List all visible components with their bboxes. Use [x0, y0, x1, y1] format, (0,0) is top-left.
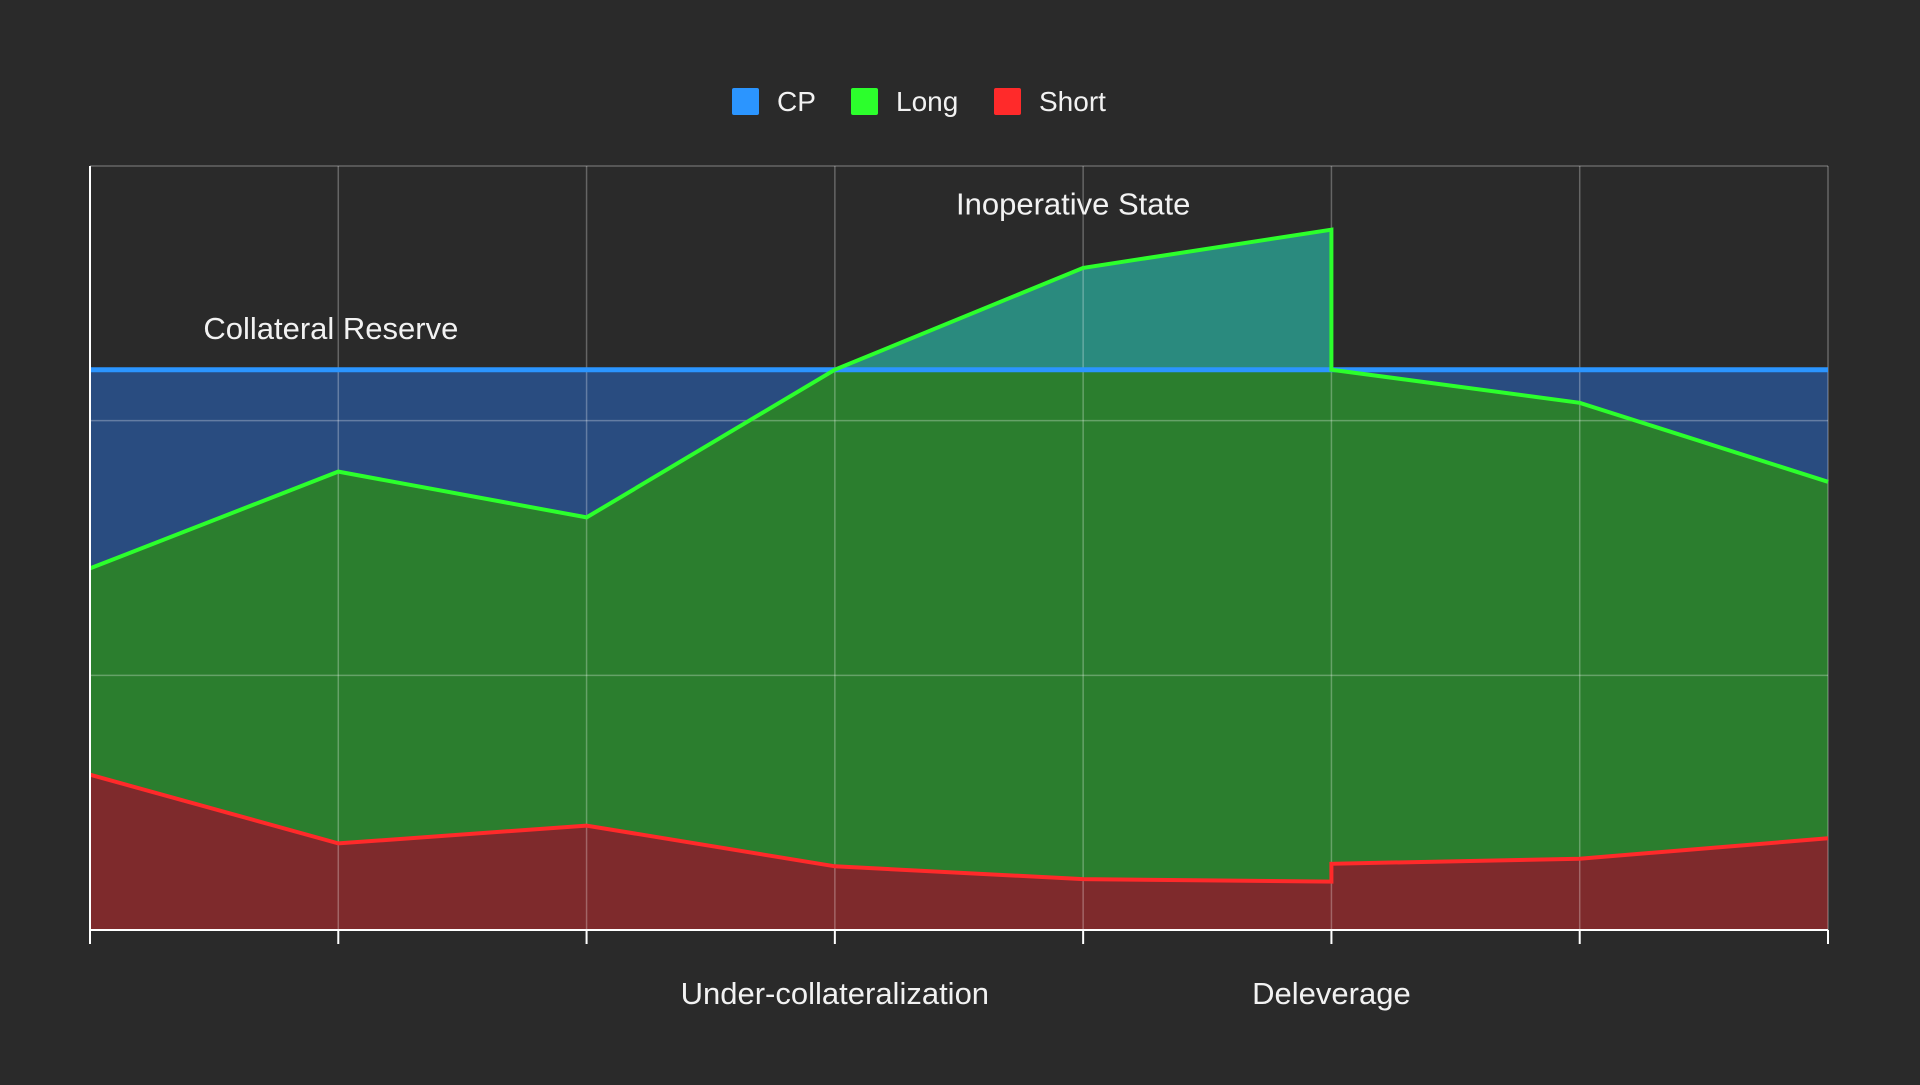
cp-area	[90, 229, 1828, 569]
legend-swatch-short	[994, 88, 1021, 115]
long-overflow-area	[834, 229, 1332, 370]
legend-label-long: Long	[896, 86, 958, 117]
x-axis-label: Deleverage	[1252, 976, 1411, 1011]
plot-fills	[90, 229, 1828, 930]
legend-label-short: Short	[1039, 86, 1106, 117]
legend-label-cp: CP	[777, 86, 816, 117]
legend-swatch-long	[851, 88, 878, 115]
legend: CP Long Short	[732, 86, 1106, 117]
long-area	[90, 369, 1828, 882]
x-axis-label: Under-collateralization	[681, 976, 989, 1011]
annotation-label: Inoperative State	[956, 186, 1190, 221]
plot-grid	[89, 165, 1829, 930]
plot-lines	[89, 227, 1829, 884]
short-area	[90, 774, 1828, 930]
long-line	[89, 227, 1829, 571]
plot-axes	[89, 166, 1829, 944]
annotation-label: Collateral Reserve	[203, 311, 458, 346]
legend-swatch-cp	[732, 88, 759, 115]
plot-text: Collateral Reserve Inoperative State Under…	[203, 186, 1410, 1011]
short-line	[89, 772, 1829, 884]
